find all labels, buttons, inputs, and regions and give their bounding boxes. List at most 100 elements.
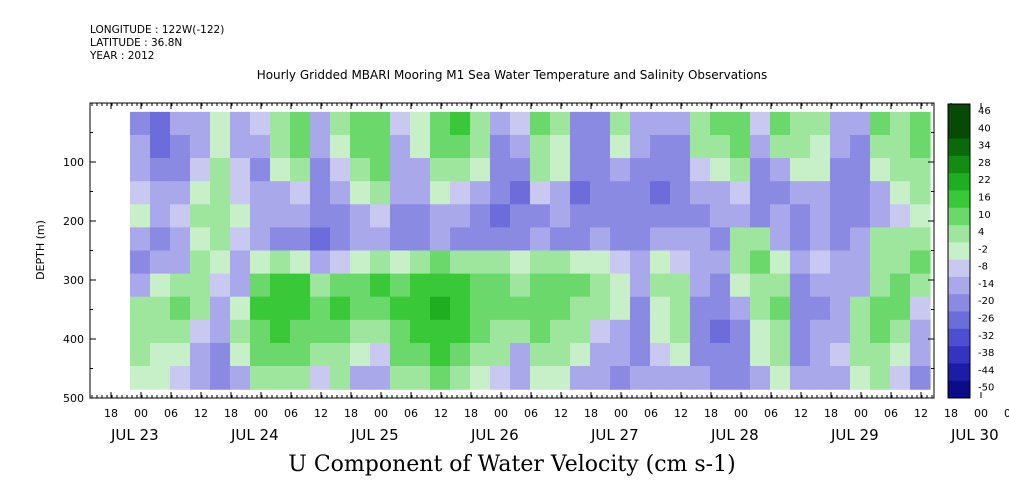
- x-day-label: JUL 26: [470, 426, 519, 444]
- heatmap-cell: [330, 227, 351, 252]
- heatmap-cell: [850, 273, 871, 298]
- heatmap-cell: [610, 319, 631, 344]
- heatmap-cell: [370, 319, 391, 344]
- heatmap-cell: [470, 366, 491, 390]
- heatmap-cell: [290, 204, 311, 228]
- colorbar-label: 46: [978, 106, 991, 117]
- heatmap-cell: [470, 273, 491, 298]
- y-tick-label: 400: [63, 333, 84, 346]
- heatmap-cell: [870, 319, 891, 344]
- heatmap-cell: [810, 181, 831, 205]
- colorbar-swatch: [948, 104, 970, 122]
- heatmap-cell: [870, 111, 891, 136]
- heatmap-cell: [250, 273, 271, 298]
- heatmap-cell: [510, 250, 531, 275]
- heatmap-cell: [290, 111, 311, 136]
- colorbar-swatch: [948, 121, 970, 140]
- x-hour-label: 06: [1004, 407, 1009, 420]
- heatmap-cell: [890, 181, 911, 205]
- heatmap-cell: [310, 181, 331, 205]
- colorbar-label: -50: [978, 383, 994, 394]
- heatmap-cell: [150, 158, 171, 182]
- heatmap-cell: [530, 134, 551, 159]
- heatmap-cell: [230, 181, 251, 205]
- heatmap-cell: [890, 319, 911, 344]
- heatmap-cell: [770, 273, 791, 298]
- heatmap-cell: [630, 181, 651, 205]
- x-hour-label: 00: [614, 407, 628, 420]
- heatmap-cell: [390, 227, 411, 252]
- heatmap-cell: [150, 134, 171, 159]
- colorbar-label: -26: [978, 314, 994, 325]
- heatmap-cell: [670, 227, 691, 252]
- heatmap-cell: [630, 158, 651, 182]
- x-hour-label: 06: [644, 407, 658, 420]
- heatmap-cell: [830, 111, 851, 136]
- heatmap-cell: [890, 111, 911, 136]
- heatmap-cell: [230, 111, 251, 136]
- heatmap-cell: [530, 204, 551, 228]
- heatmap-cell: [790, 319, 811, 344]
- heatmap-cell: [670, 319, 691, 344]
- heatmap-cell: [650, 250, 671, 275]
- heatmap-cell: [170, 296, 191, 321]
- longitude-label: LONGITUDE : 122W(-122): [90, 24, 225, 36]
- heatmap-cell: [210, 111, 231, 136]
- heatmap-cell: [730, 342, 751, 367]
- heatmap-cell: [750, 134, 771, 159]
- heatmap-cell: [170, 227, 191, 252]
- heatmap-cell: [530, 111, 551, 136]
- heatmap-cell: [650, 273, 671, 298]
- y-axis-label: DEPTH (m): [34, 220, 47, 280]
- heatmap-cell: [230, 342, 251, 367]
- heatmap-cell: [410, 134, 431, 159]
- x-hour-label: 06: [524, 407, 538, 420]
- heatmap-cell: [130, 181, 151, 205]
- heatmap-cell: [870, 366, 891, 390]
- heatmap-cell: [690, 366, 711, 390]
- heatmap-cell: [890, 250, 911, 275]
- colorbar-label: 4: [978, 227, 984, 238]
- heatmap-cell: [470, 296, 491, 321]
- x-hour-label: 00: [134, 407, 148, 420]
- heatmap-cell: [430, 158, 451, 182]
- heatmap-cell: [150, 250, 171, 275]
- heatmap-cell: [850, 250, 871, 275]
- heatmap-cell: [510, 158, 531, 182]
- heatmap-cell: [210, 134, 231, 159]
- heatmap-cell: [210, 296, 231, 321]
- heatmap-cell: [570, 296, 591, 321]
- heatmap-cell: [190, 111, 211, 136]
- heatmap-cell: [230, 158, 251, 182]
- heatmap-cell: [710, 111, 731, 136]
- heatmap-cell: [530, 250, 551, 275]
- heatmap-cell: [410, 111, 431, 136]
- heatmap-cell: [250, 296, 271, 321]
- heatmap-cell: [670, 111, 691, 136]
- heatmap-cell: [810, 250, 831, 275]
- colorbar-label: -32: [978, 331, 994, 342]
- heatmap-cell: [270, 342, 291, 367]
- heatmap-cell: [810, 111, 831, 136]
- heatmap-cell: [690, 204, 711, 228]
- heatmap-cell: [510, 227, 531, 252]
- year-label: YEAR : 2012: [90, 50, 155, 62]
- heatmap-cell: [550, 227, 571, 252]
- colorbar-label: 40: [978, 123, 991, 134]
- heatmap-cell: [830, 227, 851, 252]
- heatmap-cell: [510, 273, 531, 298]
- heatmap-cell: [910, 273, 931, 298]
- heatmap-cell: [210, 204, 231, 228]
- heatmap-cell: [310, 250, 331, 275]
- heatmap-cell: [450, 342, 471, 367]
- heatmap-cell: [250, 204, 271, 228]
- colorbar-label: 22: [978, 175, 991, 186]
- heatmap-cell: [410, 319, 431, 344]
- heatmap-cell: [890, 296, 911, 321]
- heatmap-cell: [610, 227, 631, 252]
- x-hour-label: 00: [854, 407, 868, 420]
- heatmap-cell: [910, 158, 931, 182]
- heatmap-cell: [730, 250, 751, 275]
- heatmap-cell: [630, 250, 651, 275]
- heatmap-cell: [910, 250, 931, 275]
